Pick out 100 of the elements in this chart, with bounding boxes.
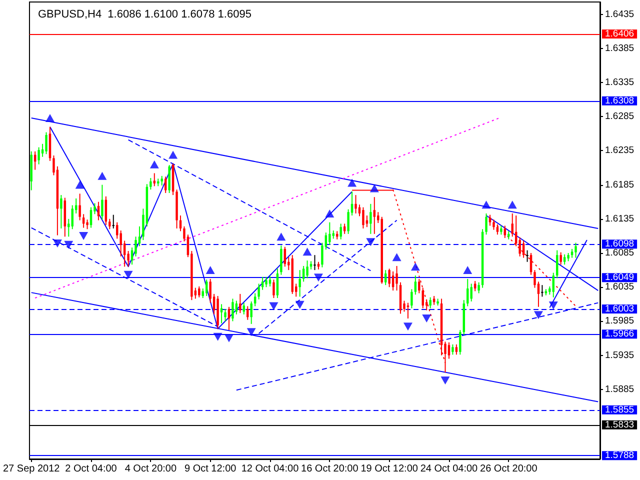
point xyxy=(302,248,312,256)
candlestick xyxy=(60,194,62,229)
y-tick-label: 1.6185 xyxy=(605,179,634,190)
candlestick xyxy=(474,280,476,292)
point xyxy=(325,209,334,218)
candlestick xyxy=(373,196,376,234)
x-tick-label: 26 Oct 20:00 xyxy=(480,464,538,474)
x-tick-label: 4 Oct 20:00 xyxy=(124,464,177,474)
ref-line-label: 1.6098 xyxy=(605,238,634,250)
candlestick xyxy=(306,260,308,279)
ref-line-label: 1.6049 xyxy=(605,272,634,284)
y-tick-label: 1.5935 xyxy=(605,350,634,361)
y-tick-label: 1.6335 xyxy=(605,76,634,88)
candlestick xyxy=(101,184,104,220)
candlestick xyxy=(448,342,450,360)
point xyxy=(124,270,133,279)
candlestick xyxy=(496,224,499,236)
candlestick xyxy=(396,265,398,292)
ref-line-label: 1.5788 xyxy=(605,450,634,462)
candlestick xyxy=(362,206,364,229)
candlestick xyxy=(388,268,390,288)
point xyxy=(366,238,376,246)
candlestick xyxy=(250,300,252,324)
ref-line-label: 1.6003 xyxy=(605,303,634,314)
x-tick-label: 27 Sep 2012 xyxy=(2,464,60,474)
candlestick xyxy=(384,270,387,286)
point xyxy=(463,266,472,274)
point xyxy=(422,314,432,322)
candlestick xyxy=(406,302,410,319)
point xyxy=(403,322,412,331)
y-tick-label: 1.6035 xyxy=(605,282,634,293)
candlestick xyxy=(302,265,305,282)
point xyxy=(246,328,256,336)
point xyxy=(150,160,159,168)
ref-line-label: 1.6406 xyxy=(605,28,634,40)
point xyxy=(534,311,543,320)
candlestick xyxy=(232,298,234,322)
ref-line-label: 1.6308 xyxy=(605,95,634,106)
candlestick xyxy=(160,175,163,186)
point xyxy=(79,232,88,240)
point xyxy=(64,240,74,249)
y-tick-label: 1.6085 xyxy=(605,248,634,259)
x-tick-label: 19 Oct 12:00 xyxy=(360,464,418,474)
candlestick xyxy=(340,223,342,240)
candlestick xyxy=(478,282,480,294)
point xyxy=(348,178,357,187)
candlestick xyxy=(328,222,331,246)
candlestick xyxy=(276,268,279,299)
point xyxy=(98,172,107,180)
candlestick xyxy=(541,284,544,298)
point xyxy=(410,262,420,271)
candlestick xyxy=(164,176,167,194)
candlestick xyxy=(504,225,506,239)
point xyxy=(75,180,84,189)
candlestick xyxy=(45,132,48,155)
candlestick xyxy=(418,278,420,294)
candlestick xyxy=(574,242,577,258)
point xyxy=(548,302,558,310)
candlestick xyxy=(452,344,454,356)
candlestick xyxy=(370,203,372,234)
y-tick-label: 1.6385 xyxy=(605,42,634,54)
point xyxy=(508,200,517,209)
x-tick-label: 9 Oct 12:00 xyxy=(184,464,237,474)
point xyxy=(370,184,379,192)
x-tick-label: 12 Oct 04:00 xyxy=(241,464,300,474)
y-tick-label: 1.6435 xyxy=(605,8,634,20)
text: GBPUSD,H4 1.6086 1.6100 1.6078 1.6095 xyxy=(38,8,252,20)
point xyxy=(392,253,402,262)
candlestick xyxy=(429,296,432,309)
candlestick xyxy=(354,194,357,214)
point xyxy=(206,266,215,274)
y-tick-label: 1.6135 xyxy=(605,213,634,224)
point xyxy=(295,300,304,309)
candlestick xyxy=(71,204,74,230)
candlestick xyxy=(38,146,40,165)
candlestick xyxy=(153,172,156,187)
candlestick xyxy=(261,276,264,290)
candlestick xyxy=(552,272,555,298)
candlestick xyxy=(298,270,301,298)
ref-line-label: 1.5855 xyxy=(605,404,634,416)
candlestick xyxy=(459,330,462,356)
candlestick xyxy=(485,212,488,236)
candlestick xyxy=(198,286,200,298)
y-tick-label: 1.6235 xyxy=(605,145,634,156)
y-tick-label: 1.6285 xyxy=(605,111,634,122)
candlestick xyxy=(314,254,316,271)
point xyxy=(440,376,450,385)
candlestick xyxy=(265,276,268,288)
point xyxy=(168,150,178,159)
candlestick xyxy=(560,252,562,266)
candlestick xyxy=(258,283,260,300)
candlestick xyxy=(90,206,92,228)
y-tick-label: 1.5985 xyxy=(605,316,634,327)
candlestick xyxy=(78,193,81,221)
candlestick xyxy=(205,279,208,296)
candlestick xyxy=(470,283,472,302)
point xyxy=(46,114,54,122)
candlestick xyxy=(466,278,469,307)
candlestick xyxy=(168,164,170,194)
point xyxy=(276,232,286,241)
